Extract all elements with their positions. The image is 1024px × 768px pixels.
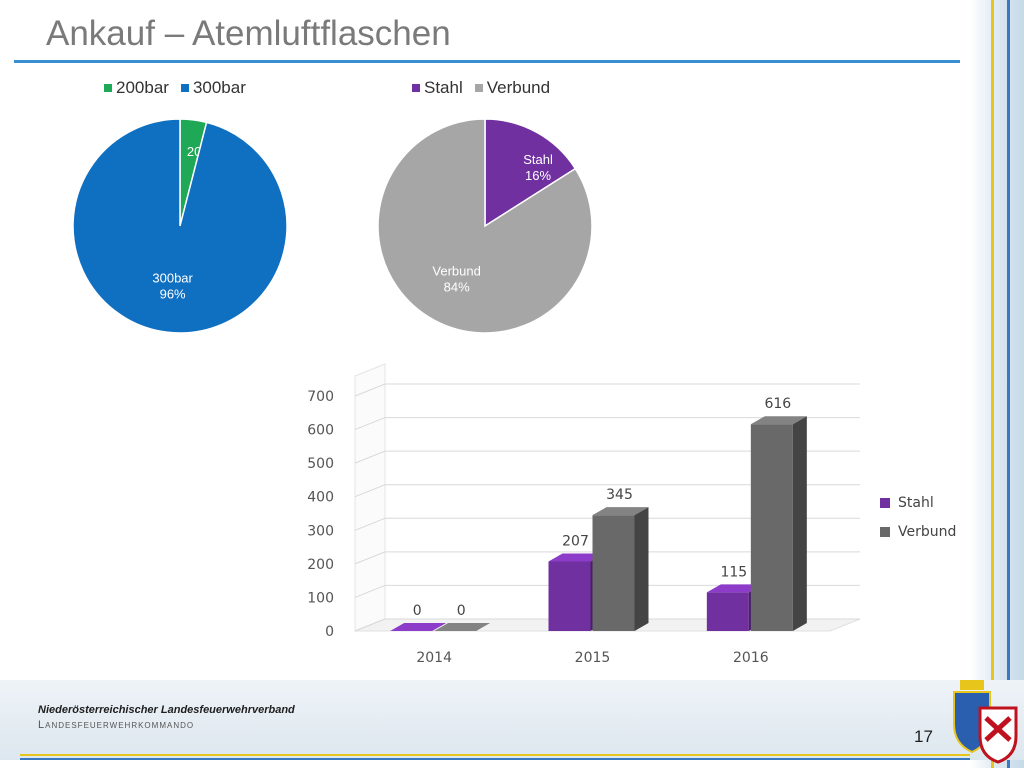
footer-yellow-line	[20, 754, 970, 756]
pie2-legend-item: Verbund	[474, 78, 551, 98]
y-tick-label: 300	[307, 523, 334, 539]
pie2-legend-label-stahl: Stahl	[424, 78, 463, 97]
footer-blue-line	[20, 758, 970, 760]
bar-legend: Stahl Verbund	[880, 488, 956, 546]
gridline	[354, 450, 860, 464]
bar-legend-label-stahl: Stahl	[898, 494, 934, 511]
crest-crown	[960, 680, 984, 690]
title-rule	[14, 60, 960, 63]
bar-side-verbund	[634, 507, 649, 631]
crest-flame-icon	[984, 716, 1012, 742]
pie1-legend-item: 300bar	[180, 78, 246, 98]
y-tick-label: 400	[307, 490, 334, 506]
y-tick-label: 100	[307, 590, 334, 606]
pie2-label-name: Stahl	[523, 152, 553, 167]
y-tick-label: 600	[307, 423, 334, 439]
bar-legend-swatch-verbund	[880, 526, 890, 537]
legend-swatch-verbund	[474, 84, 483, 92]
bar-legend-swatch-stahl	[880, 497, 890, 508]
pie1-legend-item: 200bar	[104, 78, 169, 98]
bar-chart-3d: 0 100 200 300 400 500 600 700 0 0 2014 207 345 2015 11…	[307, 363, 861, 666]
pie1-legend: 200bar 300bar	[104, 78, 246, 98]
pie2-slice-stahl	[484, 118, 577, 228]
bar-front-stahl	[706, 592, 749, 631]
crest-shield-red	[978, 706, 1018, 764]
coat-of-arms-logo	[953, 680, 1018, 764]
bar-value-label: 616	[764, 396, 791, 412]
gridline	[354, 551, 860, 565]
pie2-label-percent: 16%	[525, 168, 551, 183]
right-decor-stripe	[970, 0, 1024, 768]
legend-swatch-200bar	[104, 84, 112, 92]
y-tick-label: 200	[307, 557, 334, 573]
legend-swatch-stahl	[412, 84, 420, 92]
footer-org-sub: Landesfeuerwehrkommando	[38, 719, 195, 731]
page-number: 17	[914, 727, 933, 746]
y-tick-label: 500	[307, 456, 334, 472]
bar-legend-item: Verbund	[880, 517, 956, 546]
pie1-legend-label-200bar: 200bar	[116, 78, 169, 97]
x-category-label: 2016	[733, 650, 769, 666]
bar-value-label: 0	[457, 603, 466, 619]
gridline	[354, 517, 860, 531]
bar-top-stahl	[706, 584, 763, 593]
pie2-legend-label-verbund: Verbund	[486, 78, 551, 97]
y-tick-label: 0	[325, 624, 334, 640]
bar-side-verbund	[792, 416, 807, 631]
bar-top-stahl	[390, 623, 447, 631]
bar-front-stahl	[548, 561, 591, 631]
bar-top-stahl	[548, 553, 605, 562]
pie2-legend-item: Stahl	[412, 78, 463, 98]
slide-title: Ankauf – Atemluftflaschen	[46, 14, 451, 53]
pie2-slice-verbund	[377, 118, 593, 334]
pie2-legend: Stahl Verbund	[412, 78, 550, 98]
x-category-label: 2014	[416, 650, 452, 666]
bar-value-label: 115	[720, 564, 747, 580]
bar-value-label: 207	[562, 534, 589, 550]
bar-value-label: 345	[606, 487, 633, 503]
right-blue-line	[1007, 0, 1010, 768]
bar-front-verbund	[750, 424, 793, 631]
pie2-label-name: Verbund	[432, 264, 480, 279]
pie2-label-percent: 84%	[444, 280, 470, 295]
gridline	[354, 618, 860, 632]
footer-band	[0, 680, 1024, 760]
bar-value-label: 0	[413, 603, 422, 619]
bar-top-verbund	[592, 507, 649, 516]
bar-top-verbund	[434, 623, 491, 631]
gridline	[354, 484, 860, 498]
gridline	[354, 584, 860, 598]
bar-front-verbund	[592, 515, 635, 631]
pie1-legend-label-300bar: 300bar	[192, 78, 246, 97]
bar-top-verbund	[750, 416, 807, 425]
bar-legend-item: Stahl	[880, 488, 956, 517]
gridline	[354, 417, 860, 431]
pie1-label-name: 300bar	[152, 270, 193, 285]
pie1-slice-300bar	[72, 118, 288, 334]
pie1-label-percent: 96%	[160, 286, 186, 301]
y-tick-label: 700	[307, 389, 334, 405]
legend-swatch-300bar	[180, 84, 189, 92]
bar-legend-label-verbund: Verbund	[898, 523, 957, 540]
gridline	[354, 383, 860, 397]
right-yellow-line	[991, 0, 994, 768]
footer-org-name: Niederösterreichischer Landesfeuerwehrve…	[38, 704, 295, 716]
x-category-label: 2015	[575, 650, 611, 666]
